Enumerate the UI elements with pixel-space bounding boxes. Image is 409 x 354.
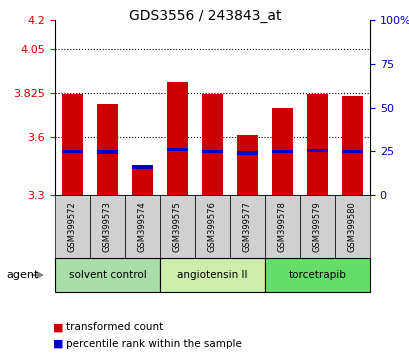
Text: GSM399580: GSM399580 bbox=[347, 201, 356, 252]
Text: agent: agent bbox=[6, 270, 38, 280]
Bar bbox=[264, 258, 369, 292]
Text: GSM399579: GSM399579 bbox=[312, 201, 321, 252]
Bar bbox=[306, 149, 327, 152]
Bar bbox=[299, 195, 334, 258]
Text: GSM399576: GSM399576 bbox=[207, 201, 216, 252]
Bar bbox=[97, 150, 118, 154]
Bar bbox=[195, 195, 229, 258]
Bar bbox=[236, 135, 257, 195]
Bar bbox=[90, 195, 125, 258]
Bar bbox=[334, 195, 369, 258]
Bar bbox=[202, 149, 222, 153]
Bar bbox=[62, 149, 83, 153]
Text: percentile rank within the sample: percentile rank within the sample bbox=[65, 339, 241, 349]
Text: GSM399578: GSM399578 bbox=[277, 201, 286, 252]
Text: GSM399572: GSM399572 bbox=[68, 201, 77, 252]
Bar bbox=[55, 258, 160, 292]
Bar bbox=[202, 94, 222, 195]
Text: transformed count: transformed count bbox=[65, 322, 162, 332]
Text: GSM399574: GSM399574 bbox=[138, 201, 147, 252]
Bar bbox=[97, 104, 118, 195]
Bar bbox=[271, 108, 292, 195]
Bar bbox=[160, 258, 264, 292]
Text: angiotensin II: angiotensin II bbox=[177, 270, 247, 280]
Bar bbox=[236, 152, 257, 155]
Text: torcetrapib: torcetrapib bbox=[288, 270, 346, 280]
Bar bbox=[125, 195, 160, 258]
Bar bbox=[341, 96, 362, 195]
Bar bbox=[271, 149, 292, 153]
Text: ■: ■ bbox=[53, 322, 64, 332]
Bar bbox=[132, 165, 153, 169]
Bar bbox=[166, 148, 188, 151]
Text: GSM399575: GSM399575 bbox=[173, 201, 182, 252]
Text: GSM399573: GSM399573 bbox=[103, 201, 112, 252]
Bar bbox=[132, 166, 153, 195]
Bar bbox=[55, 195, 90, 258]
Bar bbox=[306, 94, 327, 195]
Text: GSM399577: GSM399577 bbox=[243, 201, 252, 252]
Text: solvent control: solvent control bbox=[68, 270, 146, 280]
Bar bbox=[341, 149, 362, 153]
Bar bbox=[160, 195, 195, 258]
Bar bbox=[166, 82, 188, 195]
Text: ■: ■ bbox=[53, 339, 64, 349]
Bar bbox=[62, 94, 83, 195]
Bar bbox=[264, 195, 299, 258]
Text: GDS3556 / 243843_at: GDS3556 / 243843_at bbox=[128, 9, 281, 23]
Bar bbox=[229, 195, 264, 258]
